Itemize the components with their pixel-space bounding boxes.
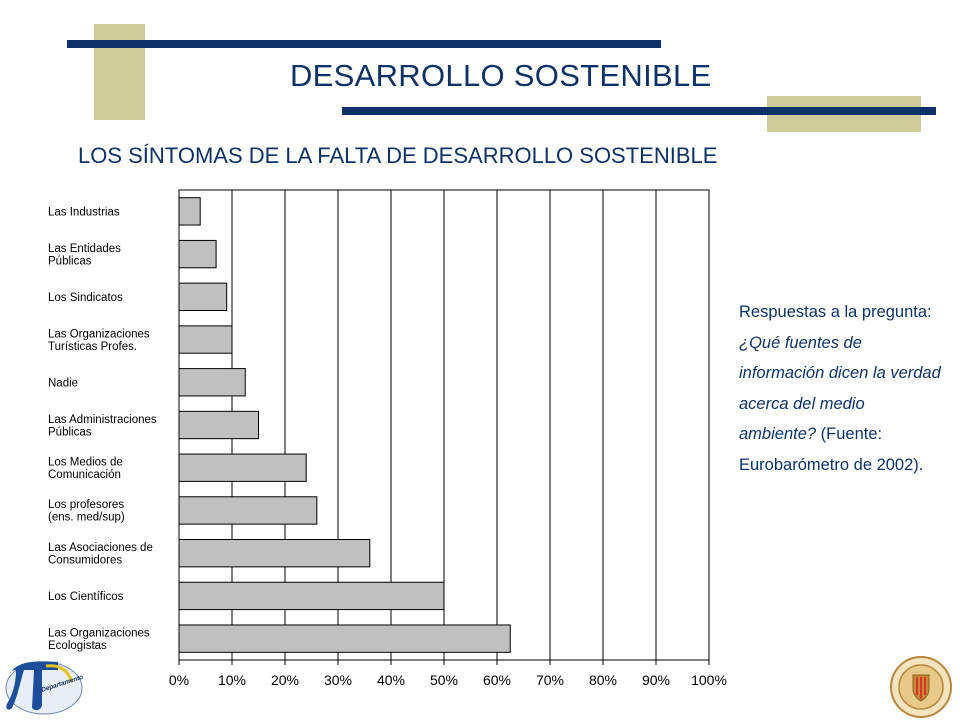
x-tick-label: 60%: [483, 672, 511, 688]
navy-rule-top: [67, 40, 661, 48]
category-label: Los Medios de Comunicación: [48, 456, 123, 481]
category-label: Nadie: [48, 377, 78, 389]
note-text-intro: Respuestas a la pregunta:: [739, 303, 932, 321]
x-tick-label: 30%: [324, 672, 352, 688]
category-label: Las Organizaciones Turísticas Profes.: [48, 328, 150, 353]
bar: [178, 282, 228, 311]
bar: [178, 453, 307, 482]
x-tick-label: 40%: [377, 672, 405, 688]
category-label: Las Asociaciones de Consumidores: [48, 542, 153, 567]
pi-department-logo-icon: Departamento Proyectos Ingeniería: [5, 653, 84, 715]
bar: [178, 496, 318, 525]
category-label: Las Administraciones Públicas: [48, 414, 157, 439]
x-tick-label: 0%: [169, 672, 189, 688]
bar: [178, 624, 511, 653]
x-tick-label: 80%: [589, 672, 617, 688]
x-tick-label: 100%: [691, 672, 727, 688]
page-subtitle: LOS SÍNTOMAS DE LA FALTA DE DESARROLLO S…: [78, 143, 718, 168]
bar: [178, 410, 259, 440]
bar: [178, 325, 233, 354]
note-question: ¿Qué fuentes de información dicen la ver…: [739, 333, 941, 444]
category-label: Los profesores (ens. med/sup): [48, 499, 125, 524]
bar: [178, 197, 201, 226]
x-tick-label: 20%: [271, 672, 299, 688]
category-label: Las Entidades Públicas: [48, 243, 121, 268]
category-label: Las Industrias: [48, 206, 120, 218]
category-label: Los Sindicatos: [48, 292, 123, 304]
university-seal-icon: [890, 656, 952, 718]
x-tick-label: 10%: [218, 672, 246, 688]
bar: [178, 368, 246, 397]
navy-rule-bottom: [342, 107, 936, 115]
x-tick-label: 70%: [536, 672, 564, 688]
category-label: Las Organizaciones Ecologistas: [48, 627, 150, 652]
bar: [178, 539, 371, 568]
page-title: DESARROLLO SOSTENIBLE: [290, 58, 712, 93]
bar: [178, 581, 445, 611]
source-note: Respuestas a la pregunta: ¿Qué fuentes d…: [739, 297, 944, 480]
category-label: Los Científicos: [48, 591, 124, 603]
x-tick-label: 90%: [642, 672, 670, 688]
bar: [178, 239, 217, 269]
note-text-source: (Fuente: Eurobarómetro de 2002).: [739, 425, 924, 474]
x-tick-label: 50%: [430, 672, 458, 688]
